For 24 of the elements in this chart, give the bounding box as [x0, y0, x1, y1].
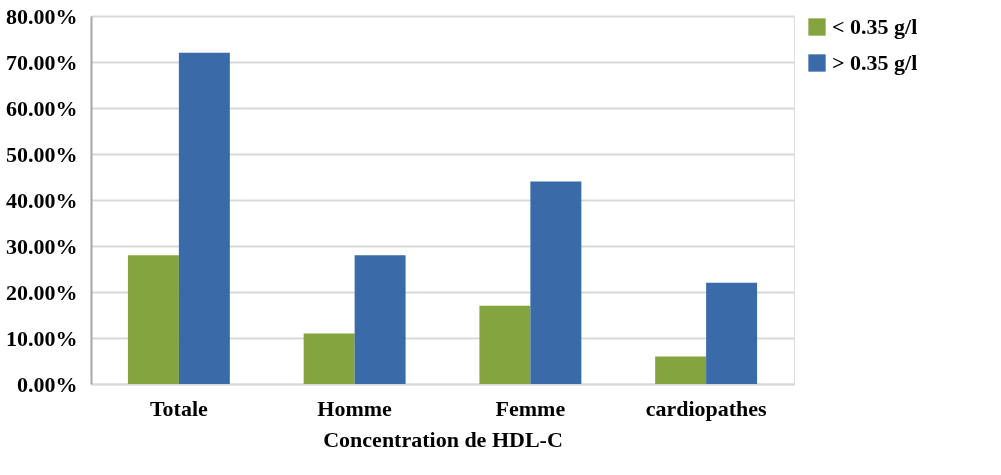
bar	[706, 282, 758, 384]
y-tick-label: 0.00%	[17, 371, 78, 397]
x-tick-label: Totale	[149, 395, 209, 421]
bar	[655, 356, 707, 384]
bar	[127, 255, 179, 384]
legend-label: > 0.35 g/l	[832, 50, 918, 75]
y-tick-label: 10.00%	[6, 325, 78, 351]
y-tick-label: 50.00%	[6, 141, 78, 167]
y-tick-label: 40.00%	[6, 187, 78, 213]
x-axis-title: Concentration de HDL-C	[323, 426, 563, 452]
y-tick-label: 20.00%	[6, 279, 78, 305]
legend-label: < 0.35 g/l	[832, 14, 918, 39]
y-tick-label: 30.00%	[6, 233, 78, 259]
y-tick-label: 80.00%	[6, 3, 78, 29]
bar	[303, 333, 355, 384]
bar	[479, 305, 531, 384]
bar	[178, 52, 230, 384]
x-tick-label: Femme	[495, 395, 566, 421]
y-tick-label: 60.00%	[6, 95, 78, 121]
x-tick-label: cardiopathes	[645, 395, 768, 421]
bar	[354, 255, 406, 384]
bar	[530, 181, 582, 384]
x-tick-label: Homme	[317, 395, 393, 421]
y-tick-label: 70.00%	[6, 49, 78, 75]
